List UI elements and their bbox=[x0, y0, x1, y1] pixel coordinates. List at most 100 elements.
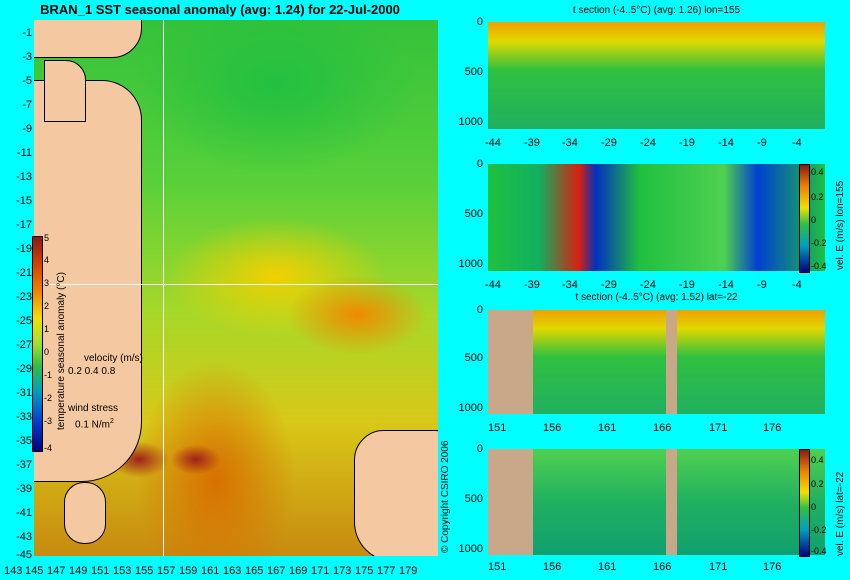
sst-colorbar bbox=[32, 236, 43, 452]
lon-tick: 176 bbox=[763, 561, 782, 573]
colorbar-tick: 4 bbox=[44, 255, 50, 265]
lat-tick: -44 bbox=[485, 279, 501, 291]
land-section bbox=[666, 449, 677, 555]
depth-tick: 1000 bbox=[458, 258, 483, 270]
depth-tick: 500 bbox=[464, 493, 483, 505]
lat-tick: -29 bbox=[16, 363, 32, 375]
colorbar-tick: -2 bbox=[44, 393, 53, 403]
lat-tick: -13 bbox=[16, 171, 32, 183]
velocity-colorbar bbox=[799, 164, 810, 273]
colorbar-tick: 0 bbox=[811, 215, 817, 225]
lat-tick: -19 bbox=[16, 243, 32, 255]
colorbar-tick: -0.2 bbox=[811, 238, 827, 248]
colorbar-label: vel. E (m/s) lat=-22 bbox=[835, 471, 846, 556]
depth-tick: 1000 bbox=[458, 543, 483, 555]
panel-title: t section (-4..5°C) (avg: 1.52) lat=-22 bbox=[575, 292, 738, 303]
lon-tick: 145 bbox=[25, 565, 44, 577]
lon-tick: 156 bbox=[543, 561, 562, 573]
lon-tick: 171 bbox=[709, 561, 728, 573]
velocity-scale: 0.2 0.4 0.8 bbox=[68, 366, 116, 377]
lon-tick: 143 bbox=[4, 565, 23, 577]
colorbar-tick: 2 bbox=[44, 301, 50, 311]
lat-tick: -4 bbox=[792, 279, 802, 291]
colorbar-tick: 0.2 bbox=[811, 192, 824, 202]
lat-tick: -4 bbox=[792, 137, 802, 149]
colorbar-tick: -0.4 bbox=[811, 546, 827, 556]
lon-tick: 175 bbox=[355, 565, 374, 577]
colorbar-tick: -0.4 bbox=[811, 261, 827, 271]
lon-tick: 171 bbox=[709, 422, 728, 434]
lon-tick: 176 bbox=[763, 422, 782, 434]
lon-tick: 151 bbox=[91, 565, 110, 577]
lon-tick: 159 bbox=[179, 565, 198, 577]
lat-tick: -9 bbox=[757, 279, 767, 291]
lat-tick: -9 bbox=[757, 137, 767, 149]
lat-tick: -29 bbox=[601, 137, 617, 149]
lat-tick: -19 bbox=[679, 137, 695, 149]
lat-tick: -43 bbox=[16, 531, 32, 543]
lat-tick: -14 bbox=[718, 137, 734, 149]
panel-title: t section (-4..5°C) (avg: 1.26) lon=155 bbox=[572, 5, 741, 16]
velocity-label: velocity (m/s) bbox=[84, 353, 143, 364]
lat-tick: -7 bbox=[22, 99, 32, 111]
lat-tick: -33 bbox=[16, 411, 32, 423]
land-section bbox=[666, 310, 677, 414]
colorbar-tick: -4 bbox=[44, 443, 53, 453]
t-section-lat-panel bbox=[488, 310, 825, 414]
lat-tick: -1 bbox=[22, 27, 32, 39]
lon-tick: 177 bbox=[377, 565, 396, 577]
vel-section-lat-panel bbox=[488, 449, 825, 555]
colorbar-tick: 1 bbox=[44, 324, 50, 334]
colorbar-tick: 0.2 bbox=[811, 479, 824, 489]
parallel-guide-line bbox=[34, 284, 438, 285]
lon-tick: 163 bbox=[223, 565, 242, 577]
lat-tick: -27 bbox=[16, 339, 32, 351]
colorbar-tick: 3 bbox=[44, 278, 50, 288]
lon-tick: 151 bbox=[488, 561, 507, 573]
depth-tick: 0 bbox=[476, 16, 483, 28]
colorbar-tick: 0.4 bbox=[811, 167, 824, 177]
lat-tick: -37 bbox=[16, 459, 32, 471]
lat-tick: -23 bbox=[16, 291, 32, 303]
lat-tick: -5 bbox=[22, 75, 32, 87]
depth-tick: 500 bbox=[464, 66, 483, 78]
lat-tick: -24 bbox=[640, 137, 656, 149]
land-section bbox=[488, 449, 533, 555]
colorbar-label: vel. E (m/s) lon=155 bbox=[835, 180, 846, 270]
colorbar-tick: -1 bbox=[44, 370, 53, 380]
depth-tick: 0 bbox=[476, 304, 483, 316]
lat-tick: -17 bbox=[16, 219, 32, 231]
lat-tick: -39 bbox=[16, 483, 32, 495]
vel-section-lon-panel bbox=[488, 164, 825, 271]
depth-tick: 0 bbox=[476, 158, 483, 170]
depth-tick: 500 bbox=[464, 352, 483, 364]
lon-tick: 151 bbox=[488, 422, 507, 434]
colorbar-tick: 0 bbox=[44, 347, 50, 357]
lon-tick: 167 bbox=[267, 565, 286, 577]
colorbar-tick: -0.2 bbox=[811, 525, 827, 535]
lat-tick: -14 bbox=[718, 279, 734, 291]
depth-tick: 500 bbox=[464, 208, 483, 220]
lon-tick: 155 bbox=[135, 565, 154, 577]
lon-tick: 161 bbox=[201, 565, 220, 577]
wind-stress-label: wind stress bbox=[68, 403, 119, 414]
lon-tick: 171 bbox=[311, 565, 330, 577]
lat-tick: -25 bbox=[16, 315, 32, 327]
lat-tick: -9 bbox=[22, 123, 32, 135]
lon-tick: 153 bbox=[113, 565, 132, 577]
lon-tick: 169 bbox=[289, 565, 308, 577]
lon-tick: 157 bbox=[157, 565, 176, 577]
depth-tick: 0 bbox=[476, 443, 483, 455]
colorbar-tick: 0.4 bbox=[811, 455, 824, 465]
lat-tick: -34 bbox=[562, 137, 578, 149]
lat-tick: -11 bbox=[16, 147, 32, 159]
lon-tick: 166 bbox=[653, 561, 672, 573]
tasmania-landmass bbox=[64, 482, 106, 544]
lon-tick: 161 bbox=[598, 561, 617, 573]
sst-anomaly-map bbox=[34, 20, 438, 556]
lon-tick: 161 bbox=[598, 422, 617, 434]
depth-tick: 1000 bbox=[458, 402, 483, 414]
lat-tick: -31 bbox=[16, 387, 32, 399]
wind-stress-scale: 0.1 N/m2 bbox=[75, 418, 114, 431]
lon-tick: 165 bbox=[245, 565, 264, 577]
